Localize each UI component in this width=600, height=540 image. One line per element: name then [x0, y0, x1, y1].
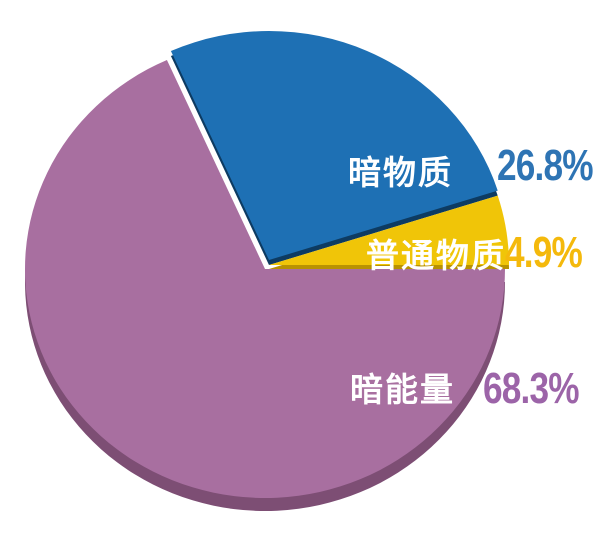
slice-percent-ordinary-matter: 4.9% [505, 228, 583, 277]
pie-slice-ordinary-matter [269, 195, 509, 265]
pie-slice-dark-energy [25, 59, 506, 498]
slice-percent-dark-energy: 68.3% [483, 364, 580, 413]
slice-label-dark-matter: 暗物质 [348, 154, 453, 191]
slice-label-ordinary-matter: 普通物质 [366, 237, 506, 274]
slice-label-dark-energy: 暗能量 [350, 371, 455, 408]
pie-slice-dark-matter [170, 30, 498, 260]
slice-percent-dark-matter: 26.8% [497, 141, 594, 190]
